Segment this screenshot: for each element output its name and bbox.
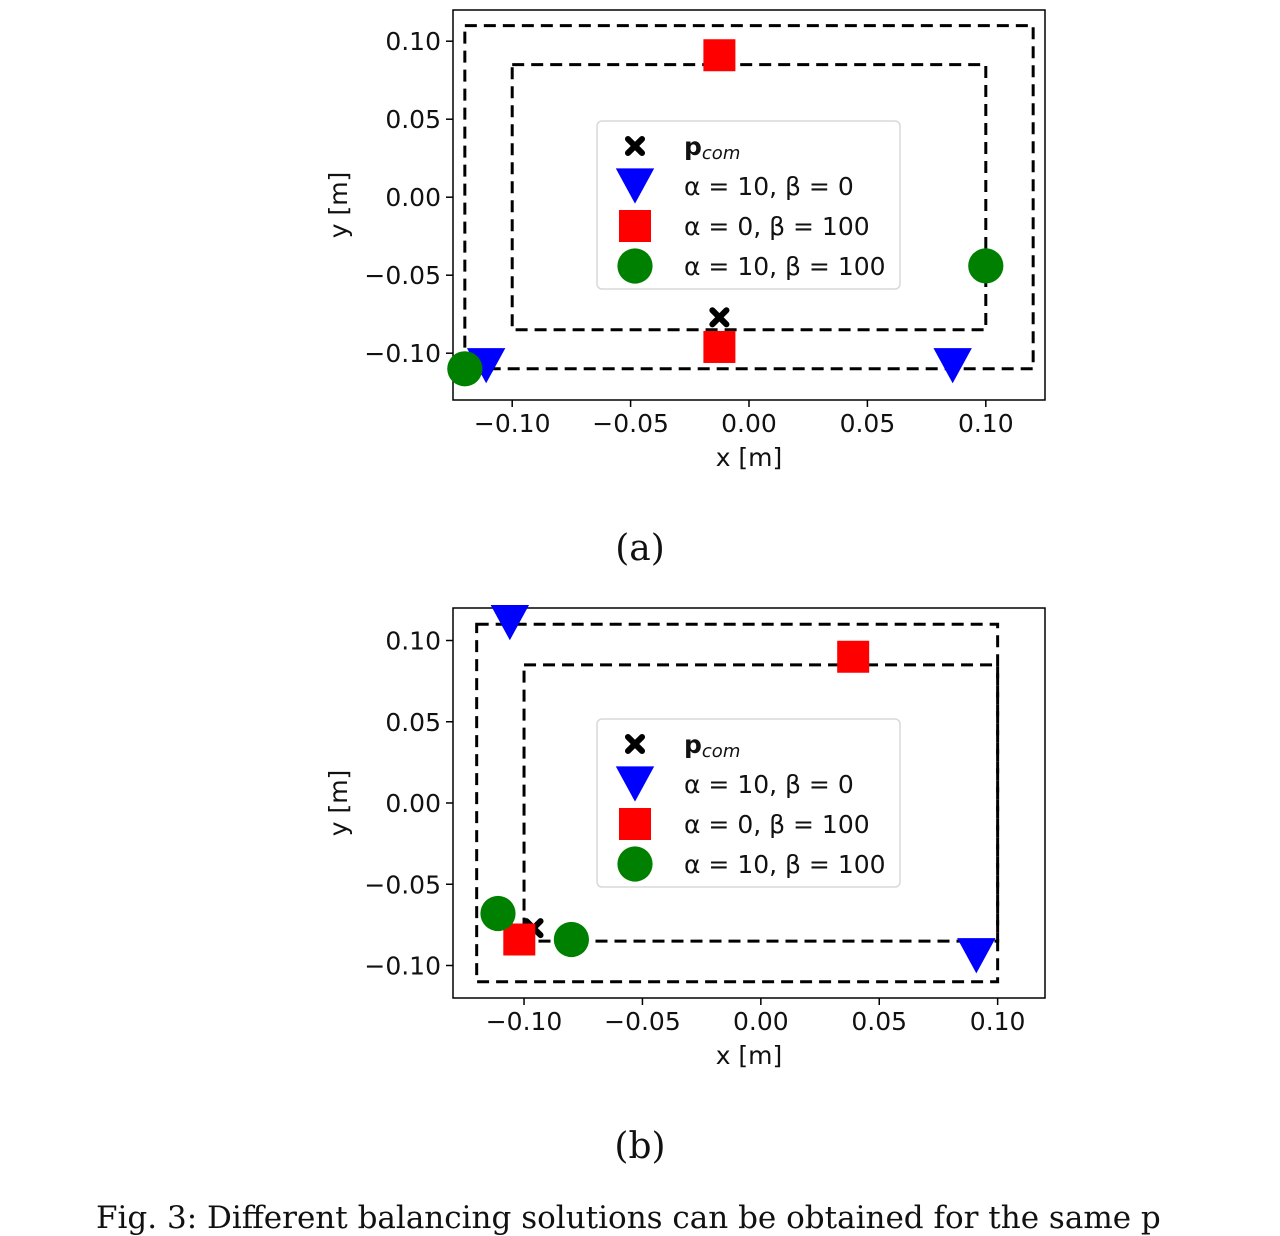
chart-b-legend-entry-1: α = 10, β = 0 bbox=[684, 770, 854, 799]
chart-b-legend: pcom α = 10, β = 0 α = 0, β = 100 α = 10, β… bbox=[596, 718, 901, 888]
chart-a-legend-entry-3: α = 10, β = 100 bbox=[684, 252, 886, 281]
chart-b-legend-marker-triangle-down bbox=[615, 766, 655, 802]
chart-b-legend-entry-2: α = 0, β = 100 bbox=[684, 810, 870, 839]
chart-b-x-tick-label: 0.05 bbox=[851, 1007, 907, 1036]
panel-label-b: (b) bbox=[614, 1126, 666, 1167]
chart-b-x-tick-label: 0.00 bbox=[733, 1007, 789, 1036]
chart-a-legend-marker-triangle-down bbox=[615, 168, 655, 204]
chart-b-legend-marker-circle bbox=[617, 846, 653, 882]
chart-a-legend-marker-circle bbox=[617, 248, 653, 284]
chart-b-legend-entry-0: pcom bbox=[684, 730, 740, 762]
chart-a-y-tick-label: −0.05 bbox=[364, 261, 441, 290]
chart-b-legend-marker-x bbox=[624, 733, 646, 755]
chart-b: −0.10 −0.05 0.00 0.05 0.10 −0.10 −0.05 0.00 0.05… bbox=[324, 605, 1046, 1070]
chart-a-x-axis-label: x [m] bbox=[716, 443, 783, 472]
chart-b-x-tick-label: −0.05 bbox=[604, 1007, 681, 1036]
chart-a-point-x bbox=[709, 307, 730, 328]
chart-b-legend-entry-3: α = 10, β = 100 bbox=[684, 850, 886, 879]
chart-a-point-circle bbox=[447, 351, 483, 387]
chart-b-point-square bbox=[837, 640, 870, 673]
chart-b-legend-marker-square bbox=[619, 808, 651, 840]
chart-b-y-tick-label: −0.05 bbox=[364, 870, 441, 899]
chart-a-y-tick-label: 0.05 bbox=[385, 105, 441, 134]
chart-b-point-circle bbox=[480, 895, 516, 932]
chart-a-x-tick-label: 0.00 bbox=[721, 409, 777, 438]
chart-b-y-tick-label: −0.10 bbox=[364, 952, 441, 981]
chart-a-y-tick-label: 0.10 bbox=[385, 27, 441, 56]
figure-caption: Fig. 3: Different balancing solutions ca… bbox=[96, 1200, 1161, 1236]
chart-b-point-circle bbox=[553, 921, 590, 958]
chart-b-support-region-0 bbox=[475, 622, 1000, 984]
chart-a-legend-entry-1: α = 10, β = 0 bbox=[684, 172, 854, 201]
chart-a-legend-box bbox=[596, 120, 901, 290]
chart-b-point-triangle-down bbox=[957, 938, 996, 974]
chart-a-point-square bbox=[703, 39, 736, 72]
chart-a-x-tick-label: 0.10 bbox=[958, 409, 1014, 438]
chart-b-y-tick-label: 0.10 bbox=[385, 627, 441, 656]
chart-a-y-axis-label: y [m] bbox=[324, 172, 353, 239]
chart-a-legend-marker-square bbox=[619, 210, 651, 242]
chart-a-y-tick-label: −0.10 bbox=[364, 339, 441, 368]
chart-b-y-tick-label: 0.05 bbox=[385, 708, 441, 737]
chart-a-x-tick-label: 0.05 bbox=[840, 409, 896, 438]
chart-b-y-axis-label: y [m] bbox=[324, 770, 353, 837]
chart-b-x-axis-label: x [m] bbox=[716, 1041, 783, 1070]
chart-a-x-tick-label: −0.05 bbox=[592, 409, 669, 438]
chart-a-point-circle bbox=[968, 248, 1004, 284]
chart-b-point-triangle-down bbox=[490, 605, 530, 641]
chart-a-support-region-1 bbox=[510, 63, 988, 332]
chart-a-legend-entry-0: pcom bbox=[684, 132, 740, 164]
chart-b-x-tick-label: 0.10 bbox=[970, 1007, 1026, 1036]
chart-a-y-tick-label: 0.00 bbox=[385, 183, 441, 212]
chart-b-x-tick-label: −0.10 bbox=[486, 1007, 563, 1036]
panel-label-a: (a) bbox=[615, 528, 665, 569]
chart-a-legend-marker-x bbox=[624, 135, 646, 157]
chart-a-point-square bbox=[703, 330, 736, 363]
chart-b-point-square bbox=[503, 923, 536, 956]
chart-a: −0.10 −0.05 0.00 0.05 0.10 −0.10 −0.05 0.00 0.05… bbox=[324, 9, 1046, 472]
chart-b-legend-box bbox=[596, 718, 901, 888]
chart-b-support-region-1 bbox=[522, 663, 1000, 943]
chart-b-y-tick-label: 0.00 bbox=[385, 789, 441, 818]
chart-a-legend-entry-2: α = 0, β = 100 bbox=[684, 212, 870, 241]
chart-a-x-tick-label: −0.10 bbox=[474, 409, 551, 438]
chart-a-legend: pcom α = 10, β = 0 α = 0, β = 100 α = 10, β… bbox=[596, 120, 901, 290]
chart-a-point-triangle-down bbox=[933, 348, 972, 384]
